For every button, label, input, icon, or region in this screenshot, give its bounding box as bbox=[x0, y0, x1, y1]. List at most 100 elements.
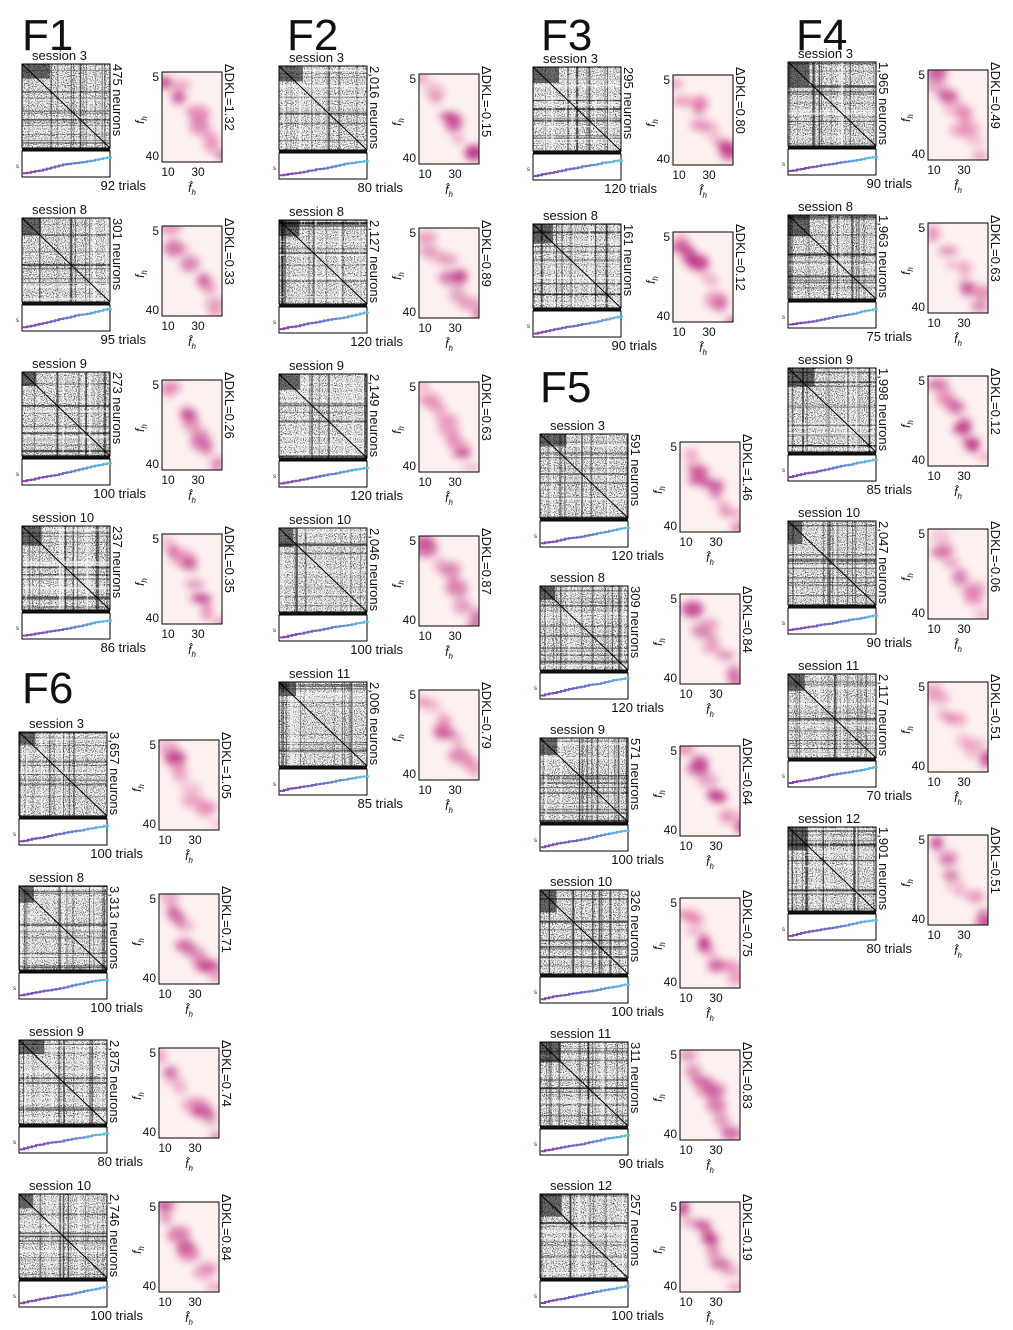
matrix bbox=[540, 1042, 628, 1126]
strip-label: s bbox=[16, 472, 19, 478]
session-block: session 10s2,046 neurons100 trials540103… bbox=[273, 512, 494, 661]
y-tick-label: 40 bbox=[664, 975, 678, 989]
heatmap-blob bbox=[155, 1200, 174, 1211]
session-block: session 3s591 neurons120 trials5401030fh… bbox=[534, 418, 755, 567]
heatmap-blob bbox=[709, 482, 722, 500]
heatmap-blob bbox=[721, 1126, 741, 1140]
y-axis-label-sub: h bbox=[651, 276, 660, 281]
trials-label: 85 trials bbox=[866, 482, 912, 497]
trials-label: 92 trials bbox=[100, 178, 146, 193]
dkl-label: ΔDKL=0.33 bbox=[222, 218, 237, 285]
heatmap-blob bbox=[172, 774, 190, 783]
heatmap-blob bbox=[967, 891, 984, 903]
y-axis-label-sub: h bbox=[906, 726, 915, 731]
heatmap bbox=[154, 534, 228, 631]
heatmap-blob bbox=[703, 121, 720, 138]
y-tick-label: 5 bbox=[670, 744, 677, 758]
y-axis-label-sub: h bbox=[906, 114, 915, 119]
y-tick-label: 40 bbox=[912, 606, 926, 620]
y-tick-label: 40 bbox=[912, 759, 926, 773]
neurons-label: 2,875 neurons bbox=[107, 1040, 122, 1124]
heatmap-blob bbox=[925, 231, 940, 241]
heatmap-blob bbox=[940, 856, 955, 864]
x-axis-label-sub: h bbox=[957, 339, 962, 348]
neurons-label: 2,149 neurons bbox=[367, 374, 382, 458]
heatmap-blob bbox=[195, 594, 212, 604]
heatmap-blob bbox=[452, 135, 465, 143]
session-label: session 8 bbox=[32, 202, 87, 217]
session-label: session 10 bbox=[550, 874, 612, 889]
session-block: session 10s237 neurons86 trials5401030fh… bbox=[16, 510, 237, 659]
heatmap-blob bbox=[195, 802, 215, 818]
strip-frame bbox=[788, 608, 876, 634]
x-tick-label: 10 bbox=[927, 163, 941, 177]
heatmap-blob bbox=[956, 105, 973, 121]
trials-label: 80 trials bbox=[97, 1154, 143, 1169]
session-label: session 3 bbox=[798, 46, 853, 61]
y-axis-label: fh bbox=[390, 734, 406, 742]
y-axis-label-sub: h bbox=[397, 272, 406, 277]
y-tick-label: 40 bbox=[146, 149, 160, 163]
session-label: session 11 bbox=[550, 1026, 611, 1041]
x-axis-label: f̂h bbox=[188, 334, 196, 351]
x-axis-label: f̂h bbox=[706, 854, 714, 871]
y-axis-label-sub: h bbox=[140, 270, 149, 275]
x-tick-label: 30 bbox=[957, 469, 971, 483]
dkl-label: ΔDKL=0.51 bbox=[988, 674, 1003, 741]
heatmap-blob bbox=[201, 603, 213, 620]
neurons-label: 591 neurons bbox=[628, 434, 643, 507]
heatmap-blob bbox=[966, 440, 980, 453]
y-axis-label: fh bbox=[899, 420, 915, 428]
heatmap bbox=[159, 888, 227, 984]
dkl-label: ΔDKL=0.74 bbox=[219, 1040, 234, 1107]
heatmap-blob bbox=[964, 594, 984, 605]
heatmap-blob bbox=[965, 136, 985, 146]
dkl-label: ΔDKL=0.84 bbox=[219, 1194, 234, 1261]
y-tick-label: 40 bbox=[912, 300, 926, 314]
matrix bbox=[788, 674, 876, 758]
x-axis-label-sub: h bbox=[188, 1164, 193, 1173]
strip-label: s bbox=[13, 986, 16, 992]
strip-label: s bbox=[273, 166, 276, 172]
strip-label: s bbox=[273, 782, 276, 788]
x-tick-label: 30 bbox=[191, 627, 205, 641]
heatmap-blob bbox=[208, 968, 227, 984]
y-tick-label: 40 bbox=[146, 611, 160, 625]
y-tick-label: 5 bbox=[670, 1200, 677, 1214]
y-tick-label: 5 bbox=[918, 833, 925, 847]
matrix bbox=[788, 521, 876, 605]
heatmap-blob bbox=[160, 1212, 172, 1223]
strip-label: s bbox=[534, 990, 537, 996]
x-tick-label: 10 bbox=[927, 316, 941, 330]
x-tick-label: 10 bbox=[672, 325, 686, 339]
y-axis-label: fh bbox=[390, 426, 406, 434]
heatmap-blob bbox=[946, 400, 965, 415]
heatmap-blob bbox=[706, 1233, 719, 1248]
session-block: session 11s2,117 neurons70 trials5401030… bbox=[782, 658, 1003, 807]
y-axis-label-sub: h bbox=[397, 734, 406, 739]
x-tick-label: 10 bbox=[161, 473, 175, 487]
x-tick-label: 30 bbox=[191, 319, 205, 333]
heatmap-blob bbox=[178, 1248, 200, 1262]
dkl-label: ΔDKL=0.51 bbox=[988, 827, 1003, 894]
x-axis-label-sub: h bbox=[709, 1014, 714, 1023]
heatmap-blob bbox=[675, 744, 695, 755]
y-axis-label: fh bbox=[644, 119, 660, 127]
heatmap-blob bbox=[466, 623, 481, 631]
y-tick-label: 5 bbox=[152, 70, 159, 84]
session-block: session 9s1,998 neurons85 trials5401030f… bbox=[782, 352, 1003, 501]
trials-label: 90 trials bbox=[618, 1156, 664, 1171]
x-axis-label: f̂h bbox=[954, 178, 962, 195]
heatmap-blob bbox=[429, 91, 443, 103]
session-label: session 9 bbox=[32, 356, 87, 371]
x-axis-label: f̂h bbox=[188, 488, 196, 505]
x-axis-label: f̂h bbox=[188, 642, 196, 659]
trials-label: 100 trials bbox=[93, 486, 146, 501]
x-axis-label: f̂h bbox=[445, 182, 453, 199]
x-tick-label: 30 bbox=[448, 321, 462, 335]
y-axis-label-sub: h bbox=[658, 1246, 667, 1251]
heatmap-blob bbox=[200, 443, 213, 456]
heatmap-blob bbox=[716, 650, 735, 660]
trials-label: 100 trials bbox=[90, 846, 143, 861]
trials-label: 100 trials bbox=[90, 1308, 143, 1323]
